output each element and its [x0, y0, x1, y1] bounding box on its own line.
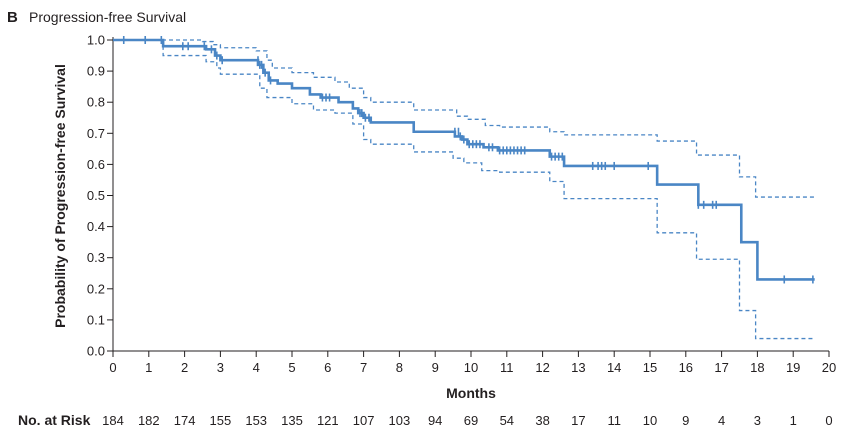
x-tick-label: 4 [253, 360, 260, 375]
x-tick-label: 9 [432, 360, 439, 375]
x-axis-label: Months [446, 385, 496, 401]
x-tick-label: 1 [145, 360, 152, 375]
risk-value: 9 [682, 413, 689, 428]
y-tick-label: 0.4 [87, 219, 105, 234]
risk-value: 94 [428, 413, 442, 428]
risk-value: 3 [754, 413, 761, 428]
risk-value: 107 [353, 413, 375, 428]
x-tick-label: 11 [500, 360, 514, 375]
x-tick-label: 2 [181, 360, 188, 375]
x-tick-label: 19 [786, 360, 800, 375]
panel-letter: B [7, 9, 18, 26]
y-tick-label: 0.1 [87, 312, 105, 327]
y-tick-label: 0.0 [87, 344, 105, 359]
risk-value: 11 [607, 413, 621, 428]
x-tick-label: 8 [396, 360, 403, 375]
chart-title: Progression-free Survival [29, 9, 186, 25]
x-tick-label: 14 [607, 360, 621, 375]
risk-value: 4 [718, 413, 725, 428]
risk-value: 10 [643, 413, 657, 428]
axes: 0.00.10.20.30.40.50.60.70.80.91.00 1 2 3 4 5 6… [87, 33, 836, 376]
risk-value: 103 [389, 413, 411, 428]
y-tick-label: 0.9 [87, 64, 105, 79]
y-tick-label: 0.3 [87, 250, 105, 265]
y-axis-label: Probability of Progression-free Survival [52, 64, 68, 328]
risk-value: 182 [138, 413, 160, 428]
risk-value: 174 [174, 413, 196, 428]
confidence-interval-lines [113, 39, 815, 340]
x-tick-label: 7 [360, 360, 367, 375]
risk-table-values: 184 182 174 155 153 135 121 107 103 94 69 54 38 17 11 1… [102, 413, 832, 428]
y-tick-label: 0.5 [87, 188, 105, 203]
x-tick-label: 16 [679, 360, 693, 375]
risk-value: 69 [464, 413, 478, 428]
risk-value: 135 [281, 413, 303, 428]
risk-table-label: No. at Risk [18, 412, 91, 428]
x-tick-label: 20 [822, 360, 836, 375]
risk-value: 54 [500, 413, 514, 428]
risk-value: 155 [210, 413, 232, 428]
risk-value: 121 [317, 413, 339, 428]
y-tick-label: 0.6 [87, 157, 105, 172]
risk-value: 153 [245, 413, 267, 428]
risk-value: 17 [571, 413, 585, 428]
x-tick-label: 12 [535, 360, 549, 375]
censor-marks [122, 36, 814, 284]
x-tick-label: 5 [288, 360, 295, 375]
x-tick-label: 6 [324, 360, 331, 375]
x-tick-label: 0 [109, 360, 116, 375]
y-tick-label: 1.0 [87, 33, 105, 48]
x-tick-label: 10 [464, 360, 478, 375]
y-tick-label: 0.2 [87, 281, 105, 296]
upper-ci-line [113, 39, 815, 198]
risk-value: 0 [825, 413, 832, 428]
x-tick-label: 18 [750, 360, 764, 375]
x-tick-label: 13 [571, 360, 585, 375]
x-tick-label: 3 [217, 360, 224, 375]
x-tick-label: 17 [714, 360, 728, 375]
risk-value: 38 [535, 413, 549, 428]
y-tick-label: 0.7 [87, 126, 105, 141]
risk-value: 1 [790, 413, 797, 428]
lower-ci-line [113, 39, 815, 340]
y-tick-label: 0.8 [87, 95, 105, 110]
x-tick-label: 15 [643, 360, 657, 375]
risk-value: 184 [102, 413, 124, 428]
